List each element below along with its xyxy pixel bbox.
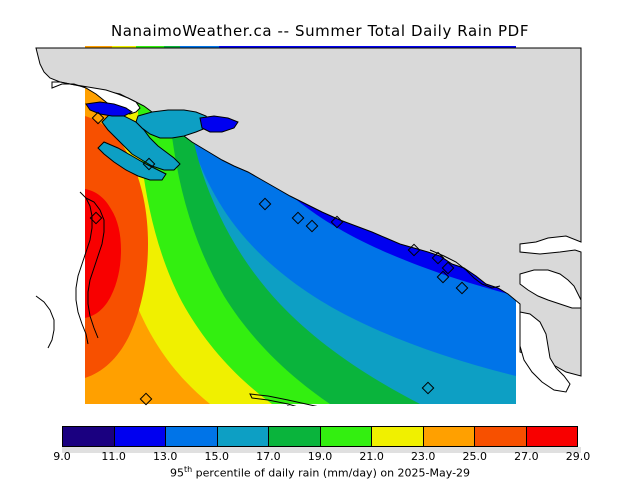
southern-island — [249, 393, 318, 406]
colorbar-shadow — [62, 447, 581, 453]
colorbar-segment-23-25[interactable] — [423, 427, 475, 446]
station-marker — [291, 211, 305, 225]
colorbar-tick-25.0: 25.0 — [462, 450, 488, 463]
colorbar-segment-11-13[interactable] — [114, 427, 166, 446]
station-marker — [91, 111, 105, 125]
colorbar-tick-19.0: 19.0 — [307, 450, 333, 463]
colorbar-segment-9-11[interactable] — [63, 427, 115, 446]
caption-superscript: th — [183, 465, 193, 474]
colorbar-tick-13.0: 13.0 — [152, 450, 178, 463]
colorbar-tick-23.0: 23.0 — [410, 450, 436, 463]
land-layer — [35, 47, 582, 406]
northeast-coast-detail — [429, 249, 501, 289]
station-markers — [89, 111, 469, 406]
west-coast-outline — [75, 191, 93, 345]
colorbar-tick-11.0: 11.0 — [101, 450, 126, 463]
station-marker — [142, 157, 156, 171]
eastern-island-south — [519, 311, 571, 393]
colorbar-tick-labels: 9.0 11.0 13.0 15.0 17.0 19.0 21.0 23.0 25.0 27.0 2… — [0, 450, 640, 464]
station-marker — [436, 270, 450, 284]
page-title: NanaimoWeather.ca -- Summer Total Daily … — [110, 22, 530, 40]
colorbar-tick-21.0: 21.0 — [359, 450, 384, 463]
west-coast-outline-2 — [85, 197, 105, 339]
station-marker — [431, 251, 445, 265]
colorbar-segment-19-21[interactable] — [320, 427, 372, 446]
station-marker — [421, 381, 435, 395]
colorbar-panel: 9.0 11.0 13.0 15.0 17.0 19.0 21.0 23.0 25.0 27.0 2… — [0, 420, 640, 480]
caption-rest: percentile of daily rain (mm/day) on 202… — [192, 466, 471, 480]
colorbar-tick-27.0: 27.0 — [514, 450, 539, 463]
station-marker — [89, 211, 103, 225]
colorbar-tick-15.0: 15.0 — [204, 450, 230, 463]
colorbar-segment-17-19[interactable] — [269, 427, 321, 446]
inland-water-3 — [135, 109, 211, 139]
west-coast-detail — [35, 295, 55, 349]
inland-water-4 — [199, 115, 239, 133]
station-marker — [330, 215, 344, 229]
colorbar-caption: 95th percentile of daily rain (mm/day) o… — [0, 465, 640, 480]
station-marker — [455, 281, 469, 295]
station-marker — [305, 219, 319, 233]
colorbar-tick-9.0: 9.0 — [53, 450, 71, 463]
station-marker — [407, 243, 421, 257]
colorbar-segment-27-29[interactable] — [526, 427, 577, 446]
inland-water-5 — [97, 141, 167, 181]
station-marker — [258, 197, 272, 211]
colorbar[interactable] — [62, 426, 578, 447]
colorbar-segment-13-15[interactable] — [166, 427, 218, 446]
colorbar-tick-29.0: 29.0 — [565, 450, 591, 463]
station-marker — [441, 261, 455, 275]
eastern-island — [519, 269, 582, 309]
map-panel — [0, 46, 640, 406]
colorbar-segment-25-27[interactable] — [475, 427, 527, 446]
contour-map — [0, 46, 640, 406]
colorbar-tick-17.0: 17.0 — [256, 450, 281, 463]
station-marker — [139, 392, 153, 406]
caption-prefix: 95 — [169, 466, 184, 480]
colorbar-segment-21-23[interactable] — [372, 427, 424, 446]
colorbar-segment-15-17[interactable] — [217, 427, 269, 446]
